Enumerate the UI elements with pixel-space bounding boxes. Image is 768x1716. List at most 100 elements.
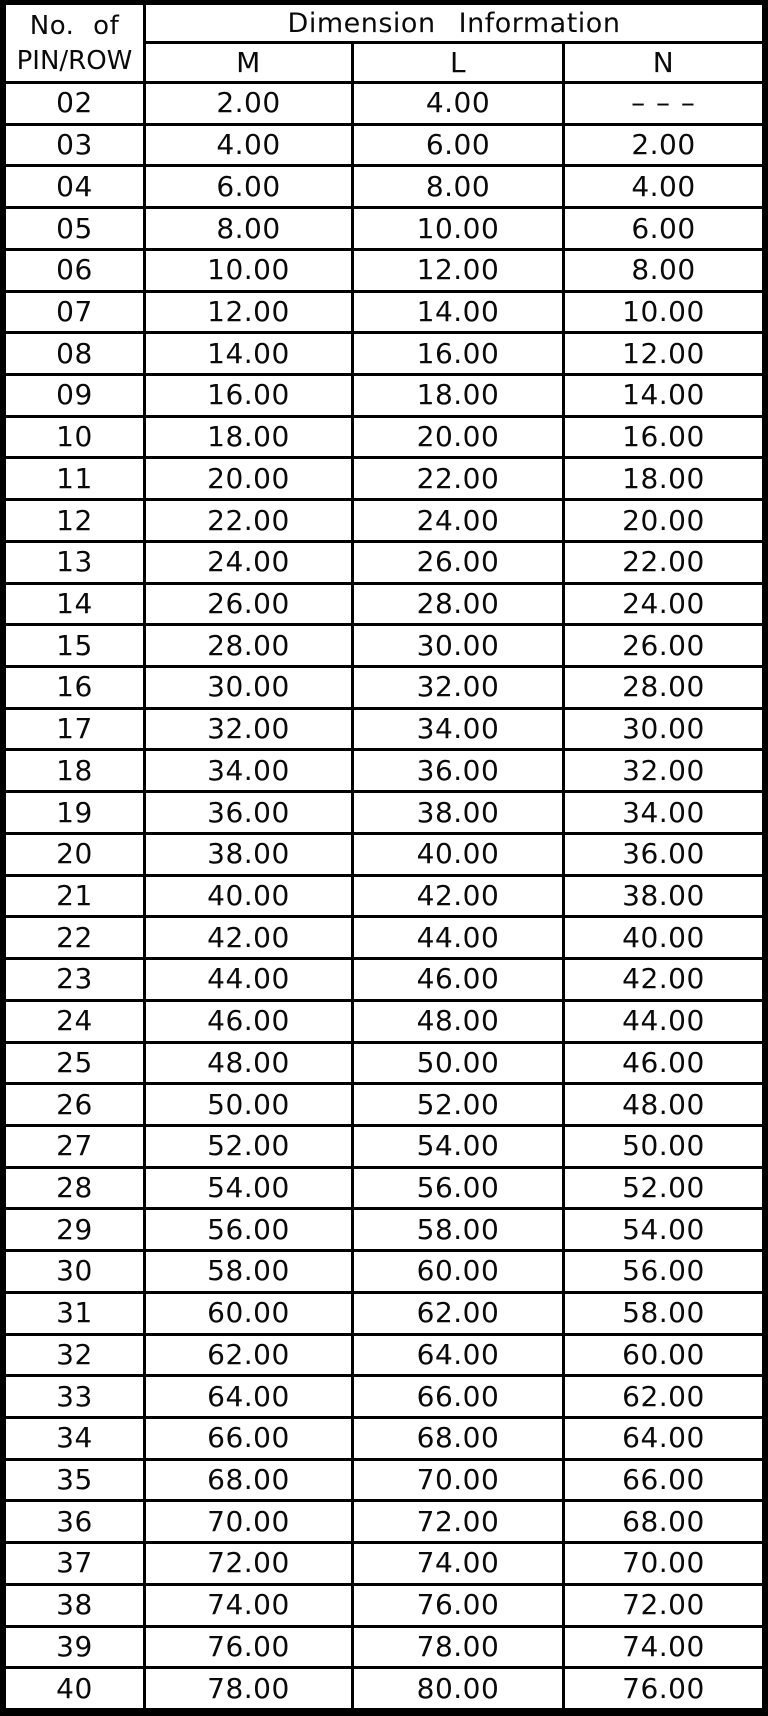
pin-count-cell: 34 [6,1418,143,1458]
m-value-cell: 66.00 [146,1418,351,1458]
l-value-cell: 36.00 [354,751,562,791]
n-value-cell: 42.00 [565,960,762,999]
l-value-cell: 44.00 [354,918,562,958]
m-value-cell: 4.00 [146,125,351,165]
m-value-cell: 16.00 [146,376,351,415]
m-value-cell: 34.00 [146,751,351,791]
pin-count-cell: 09 [6,376,143,415]
pin-count-cell: 14 [6,584,143,624]
n-value-cell: 56.00 [565,1252,762,1291]
m-value-cell: 74.00 [146,1585,351,1625]
n-value-cell: 38.00 [565,876,762,916]
n-value-cell: 22.00 [565,542,762,582]
l-value-cell: 24.00 [354,501,562,540]
l-value-cell: 30.00 [354,626,562,666]
l-value-cell: 26.00 [354,542,562,582]
pin-count-cell: 08 [6,334,143,374]
m-value-cell: 28.00 [146,626,351,666]
m-value-cell: 48.00 [146,1043,351,1083]
n-value-cell: 44.00 [565,1001,762,1041]
l-value-cell: 80.00 [354,1669,562,1708]
n-value-cell: 34.00 [565,793,762,832]
pin-count-cell: 33 [6,1377,143,1416]
pin-count-cell: 03 [6,125,143,165]
pin-count-cell: 32 [6,1335,143,1375]
n-value-cell: 48.00 [565,1085,762,1124]
m-value-cell: 36.00 [146,793,351,832]
n-value-cell: 66.00 [565,1460,762,1500]
l-value-cell: 64.00 [354,1335,562,1375]
m-value-cell: 24.00 [146,542,351,582]
pin-count-cell: 39 [6,1627,143,1667]
m-value-cell: 52.00 [146,1126,351,1166]
m-value-cell: 60.00 [146,1293,351,1333]
pin-count-cell: 02 [6,84,143,123]
l-value-cell: 8.00 [354,167,562,207]
l-value-cell: 46.00 [354,960,562,999]
m-value-cell: 76.00 [146,1627,351,1667]
l-value-cell: 48.00 [354,1001,562,1041]
n-value-cell: – – – [565,84,762,123]
m-value-cell: 2.00 [146,84,351,123]
l-value-cell: 40.00 [354,834,562,874]
m-value-cell: 22.00 [146,501,351,540]
n-value-cell: 24.00 [565,584,762,624]
pin-count-cell: 37 [6,1544,143,1583]
n-value-cell: 36.00 [565,834,762,874]
n-value-cell: 32.00 [565,751,762,791]
n-value-cell: 52.00 [565,1168,762,1208]
n-value-cell: 12.00 [565,334,762,374]
n-value-cell: 16.00 [565,417,762,457]
pin-count-cell: 22 [6,918,143,958]
column-header-n: N [565,44,762,81]
l-value-cell: 70.00 [354,1460,562,1500]
n-value-cell: 54.00 [565,1210,762,1250]
pin-count-cell: 11 [6,459,143,499]
m-value-cell: 26.00 [146,584,351,624]
l-value-cell: 50.00 [354,1043,562,1083]
pin-count-cell: 30 [6,1252,143,1291]
l-value-cell: 78.00 [354,1627,562,1667]
n-value-cell: 10.00 [565,292,762,332]
l-value-cell: 20.00 [354,417,562,457]
l-value-cell: 14.00 [354,292,562,332]
m-value-cell: 62.00 [146,1335,351,1375]
l-value-cell: 68.00 [354,1418,562,1458]
l-value-cell: 38.00 [354,793,562,832]
m-value-cell: 38.00 [146,834,351,874]
n-value-cell: 20.00 [565,501,762,540]
m-value-cell: 44.00 [146,960,351,999]
pin-count-cell: 04 [6,167,143,207]
pin-count-cell: 27 [6,1126,143,1166]
n-value-cell: 64.00 [565,1418,762,1458]
m-value-cell: 30.00 [146,668,351,707]
m-value-cell: 68.00 [146,1460,351,1500]
pin-count-cell: 12 [6,501,143,540]
l-value-cell: 60.00 [354,1252,562,1291]
pin-count-cell: 24 [6,1001,143,1041]
n-value-cell: 18.00 [565,459,762,499]
pin-count-cell: 15 [6,626,143,666]
l-value-cell: 52.00 [354,1085,562,1124]
pin-count-cell: 40 [6,1669,143,1708]
n-value-cell: 60.00 [565,1335,762,1375]
m-value-cell: 32.00 [146,709,351,749]
m-value-cell: 18.00 [146,417,351,457]
l-value-cell: 58.00 [354,1210,562,1250]
pin-count-cell: 26 [6,1085,143,1124]
m-value-cell: 10.00 [146,250,351,290]
pin-count-cell: 18 [6,751,143,791]
m-value-cell: 58.00 [146,1252,351,1291]
n-value-cell: 26.00 [565,626,762,666]
n-value-cell: 40.00 [565,918,762,958]
n-value-cell: 70.00 [565,1544,762,1583]
l-value-cell: 72.00 [354,1502,562,1542]
l-value-cell: 16.00 [354,334,562,374]
n-value-cell: 74.00 [565,1627,762,1667]
m-value-cell: 70.00 [146,1502,351,1542]
pin-count-cell: 05 [6,209,143,248]
m-value-cell: 78.00 [146,1669,351,1708]
pin-row-header-line1: No. of [29,10,120,41]
l-value-cell: 66.00 [354,1377,562,1416]
